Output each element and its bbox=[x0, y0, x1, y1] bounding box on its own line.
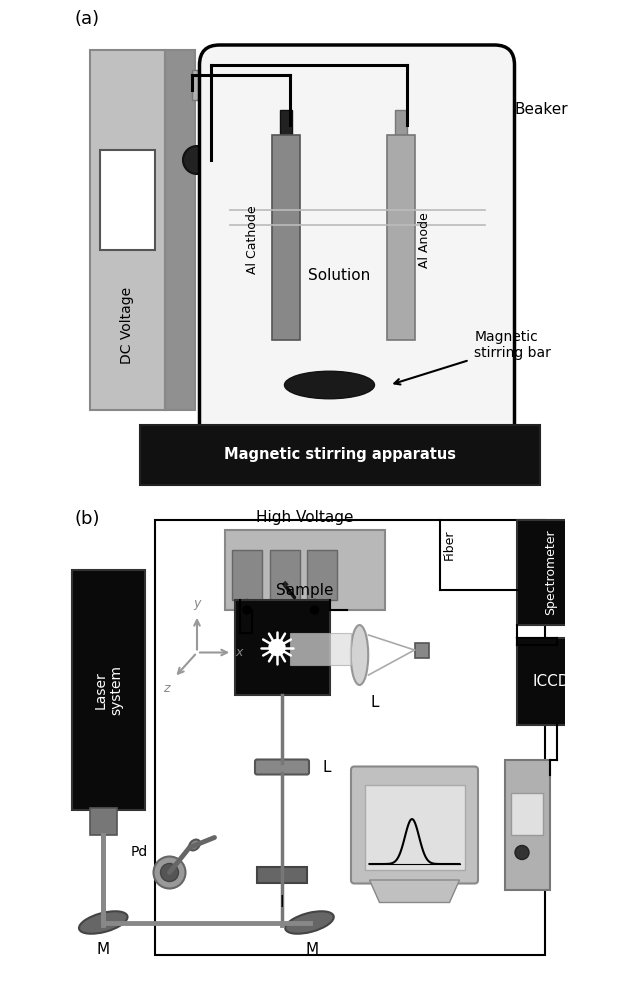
Text: M: M bbox=[97, 942, 110, 958]
Text: Magnetic
stirring bar: Magnetic stirring bar bbox=[474, 330, 552, 360]
Text: Pd: Pd bbox=[131, 846, 148, 859]
Ellipse shape bbox=[284, 371, 374, 399]
Circle shape bbox=[243, 606, 251, 614]
FancyBboxPatch shape bbox=[415, 643, 428, 658]
FancyBboxPatch shape bbox=[225, 530, 384, 610]
Text: Laser
system: Laser system bbox=[93, 665, 123, 715]
Text: I: I bbox=[280, 895, 284, 910]
FancyBboxPatch shape bbox=[255, 760, 309, 774]
Polygon shape bbox=[289, 633, 350, 665]
Ellipse shape bbox=[189, 840, 200, 850]
FancyBboxPatch shape bbox=[232, 550, 262, 600]
Ellipse shape bbox=[285, 911, 334, 934]
FancyBboxPatch shape bbox=[269, 550, 299, 600]
Text: Al Cathode: Al Cathode bbox=[245, 206, 259, 274]
FancyBboxPatch shape bbox=[517, 638, 584, 725]
FancyBboxPatch shape bbox=[72, 570, 145, 810]
FancyBboxPatch shape bbox=[140, 425, 540, 485]
Text: Spectrometer: Spectrometer bbox=[544, 530, 557, 615]
Text: Al Anode: Al Anode bbox=[418, 212, 431, 268]
Text: Solution: Solution bbox=[308, 267, 370, 282]
FancyBboxPatch shape bbox=[364, 785, 464, 870]
Text: (a): (a) bbox=[74, 10, 99, 28]
Text: Fiber: Fiber bbox=[443, 530, 456, 560]
Circle shape bbox=[309, 599, 320, 610]
FancyBboxPatch shape bbox=[351, 766, 478, 884]
Circle shape bbox=[515, 846, 529, 859]
Text: Sample: Sample bbox=[276, 582, 333, 598]
Text: x: x bbox=[235, 646, 243, 659]
FancyBboxPatch shape bbox=[99, 150, 155, 250]
FancyBboxPatch shape bbox=[279, 110, 292, 135]
Text: DC Voltage: DC Voltage bbox=[120, 286, 134, 364]
Circle shape bbox=[160, 863, 179, 882]
FancyBboxPatch shape bbox=[307, 550, 337, 600]
FancyBboxPatch shape bbox=[89, 808, 117, 835]
FancyBboxPatch shape bbox=[511, 792, 543, 835]
Ellipse shape bbox=[351, 625, 368, 685]
FancyBboxPatch shape bbox=[394, 110, 407, 135]
Ellipse shape bbox=[79, 911, 128, 934]
FancyBboxPatch shape bbox=[192, 70, 217, 100]
Text: L: L bbox=[322, 760, 330, 774]
Circle shape bbox=[183, 146, 211, 174]
Circle shape bbox=[311, 606, 318, 614]
FancyBboxPatch shape bbox=[517, 520, 584, 625]
FancyBboxPatch shape bbox=[89, 50, 165, 410]
FancyBboxPatch shape bbox=[257, 866, 307, 882]
FancyBboxPatch shape bbox=[504, 760, 550, 890]
Text: ICCD: ICCD bbox=[532, 674, 569, 689]
FancyBboxPatch shape bbox=[235, 600, 330, 695]
Text: z: z bbox=[163, 682, 169, 696]
FancyBboxPatch shape bbox=[199, 45, 515, 445]
Text: y: y bbox=[193, 597, 201, 610]
Circle shape bbox=[153, 856, 186, 889]
FancyBboxPatch shape bbox=[272, 135, 299, 340]
FancyBboxPatch shape bbox=[165, 50, 194, 410]
FancyBboxPatch shape bbox=[387, 135, 415, 340]
Circle shape bbox=[269, 640, 285, 656]
Text: High Voltage: High Voltage bbox=[256, 510, 353, 525]
Text: Beaker: Beaker bbox=[515, 103, 568, 117]
Circle shape bbox=[242, 599, 252, 610]
Text: (b): (b) bbox=[74, 510, 100, 528]
Text: Magnetic stirring apparatus: Magnetic stirring apparatus bbox=[223, 448, 455, 462]
Text: L: L bbox=[370, 695, 379, 710]
Polygon shape bbox=[369, 880, 460, 902]
Text: M: M bbox=[306, 942, 318, 958]
